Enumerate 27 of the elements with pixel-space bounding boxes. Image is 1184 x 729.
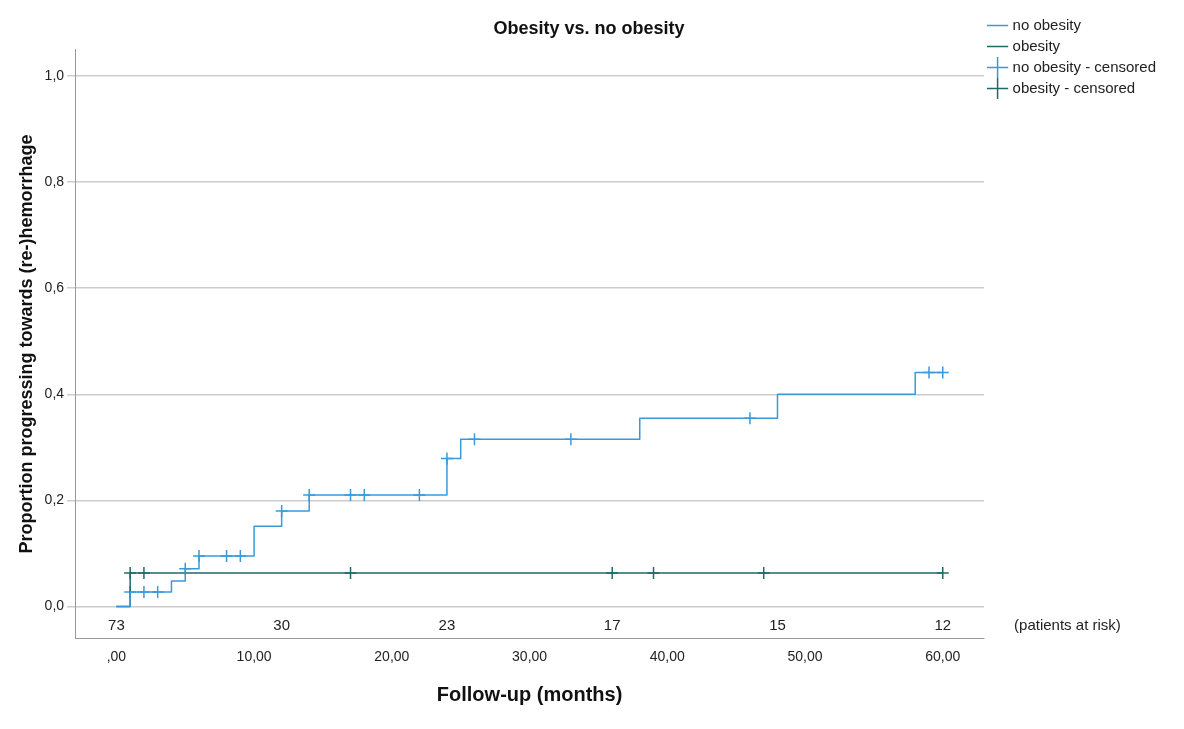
- annotation: 23: [438, 616, 456, 634]
- x-tick-label: 30,00: [512, 648, 548, 665]
- annotation: 15: [769, 616, 786, 634]
- y-tick-label: 0,8: [44, 173, 65, 190]
- x-axis-title: Follow-up (months): [436, 682, 623, 705]
- x-tick-label: 20,00: [374, 648, 410, 665]
- y-tick-label: 0,4: [44, 385, 65, 402]
- chart-title: Obesity vs. no obesity: [493, 17, 685, 38]
- x-tick-label: 40,00: [649, 648, 686, 665]
- annotation: 73: [108, 616, 125, 634]
- annotation: 12: [934, 616, 952, 634]
- x-tick-label: 50,00: [787, 648, 823, 665]
- annotation: 30: [273, 616, 290, 634]
- legend-label: obesity - censored: [1012, 78, 1136, 96]
- y-tick-label: 0,2: [44, 491, 65, 508]
- text: (patients at risk): [1014, 616, 1121, 634]
- y-tick-label: 1,0: [44, 66, 65, 83]
- y-tick-label: 0,0: [44, 597, 65, 614]
- x-tick-label: ,00: [106, 648, 127, 665]
- legend-label: no obesity - censored: [1012, 57, 1157, 75]
- x-tick-label: 60,00: [925, 648, 961, 665]
- x-tick-label: 10,00: [236, 648, 272, 665]
- y-tick-label: 0,6: [44, 279, 65, 296]
- annotation: 17: [603, 616, 621, 634]
- legend-label: no obesity: [1012, 15, 1082, 33]
- y-axis-title: Proportion progressing towards (re-)hemorrhage: [15, 134, 36, 554]
- legend-label: obesity: [1012, 36, 1061, 54]
